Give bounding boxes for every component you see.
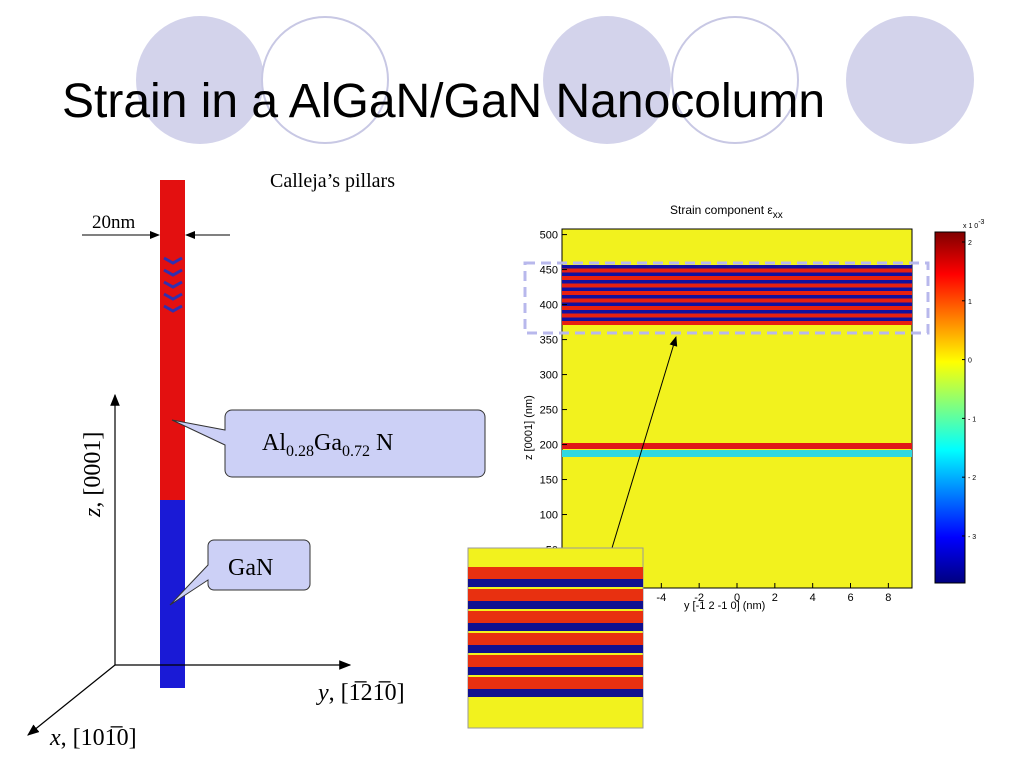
x-tick-label: 2 [772,592,778,604]
x-tick-label: -4 [656,592,666,604]
inset-stripe [468,567,643,579]
x-tick-label: 0 [734,592,740,604]
inset-stripe [468,645,643,653]
stripe [562,450,912,457]
stripe [562,265,912,269]
inset-stripe [468,579,643,587]
inset-stripe [468,601,643,609]
inset-stripe [468,633,643,645]
decor-circles [136,16,974,144]
colorbar-multiplier: x 1 0 [963,223,978,230]
strain-plot: Strain component εxx z [0001] (nm) y [-1 2… [467,203,985,729]
y-tick-label: 100 [540,510,558,522]
colorbar-tick-label: 0 [968,358,972,365]
stripe [562,313,912,318]
inset-stripe [468,611,643,623]
stripe [562,295,912,299]
plot-ylabel: z [0001] (nm) [523,395,535,460]
stripe [562,317,912,321]
stripe [562,268,912,273]
x-axis-label: x, [101̅0] [49,725,137,751]
axes-triad [27,393,352,736]
plot-title-sub: xx [773,210,783,221]
z-axis-label: z, [0001] [80,432,106,518]
stripe [562,302,912,306]
stripe [562,276,912,280]
stripe [562,306,912,310]
y-tick-label: 300 [540,370,558,382]
inset-stripe [468,655,643,667]
stripe [562,287,912,291]
plot-title: Strain component ε [670,203,773,217]
stripe [562,291,912,295]
callout-text: GaN [228,555,273,581]
inset-stripe [468,589,643,601]
colorbar-multiplier: x 1 0-3 [963,219,985,230]
y-tick-label: 200 [540,440,558,452]
x-tick-label: 8 [885,592,891,604]
inset-stripe [468,689,643,697]
nanocolumn [160,180,185,688]
width-label: 20nm [92,212,136,233]
y-tick-label: 150 [540,475,558,487]
pointer-arrow [611,336,678,549]
stripe [562,298,912,303]
colorbar-exponent: -3 [978,219,984,226]
colorbar-tick-label: - 2 [968,475,976,482]
slide-title: Strain in a AlGaN/GaN Nanocolumn [62,75,825,128]
colorbar [934,231,966,584]
stripe [562,283,912,288]
caption: Calleja’s pillars [270,170,395,192]
y-tick-label: 400 [540,300,558,312]
stripe [562,310,912,314]
x-tick-label: 4 [810,592,816,604]
y-tick-label: 450 [540,265,558,277]
y-axis-label: y, [1̅21̅0] [316,680,405,706]
callout-text: Al0.28Ga0.72 N [262,430,393,460]
stripe [562,321,912,325]
colorbar-tick-label: 1 [968,299,972,306]
inset-stripe [468,623,643,631]
colorbar-tick-label: 2 [968,240,972,247]
inset-stripe [468,667,643,675]
callout-box [169,539,311,606]
y-tick-label: 350 [540,335,558,347]
stripe [562,272,912,276]
plot-title: Strain component εxx [670,203,783,221]
x-tick-label: -2 [694,592,704,604]
callout-box [171,409,486,478]
colorbar-tick-label: - 1 [968,416,976,423]
inset-stripe [468,677,643,689]
colorbar-tick-label: - 3 [968,534,976,541]
stripe [562,280,912,284]
stripe [562,443,912,449]
y-tick-label: 250 [540,405,558,417]
plot-xlabel: y [-1 2 -1 0] (nm) [684,600,765,612]
y-tick-label: 500 [540,230,558,242]
highlight-box [523,261,930,335]
x-tick-label: 6 [847,592,853,604]
